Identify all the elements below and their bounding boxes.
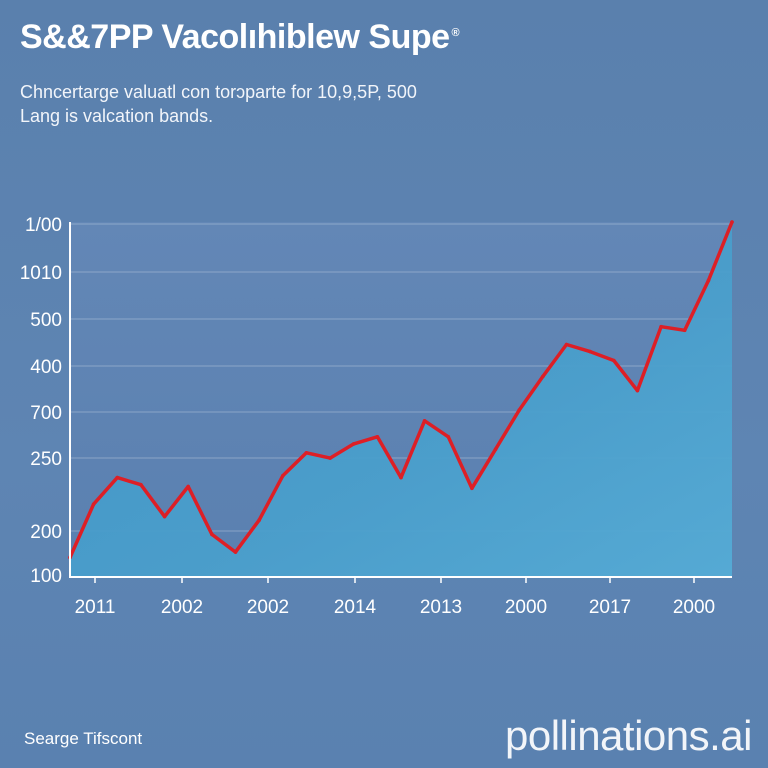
- data-point: [399, 475, 403, 480]
- data-point: [446, 435, 451, 439]
- data-point: [422, 419, 427, 423]
- registered-mark: ®: [451, 26, 460, 39]
- chart-title-text: S&&7PP Vacolıhiblew Supe: [20, 18, 450, 56]
- x-tick-label: 2002: [247, 597, 289, 618]
- data-point: [706, 278, 711, 283]
- chart-subtitle: Chncertarge valuatl con torↄparte for 10…: [20, 80, 417, 128]
- data-point: [588, 349, 592, 354]
- data-point: [730, 220, 734, 224]
- subtitle-line-1: Chncertarge valuatl con torↄparte for 10…: [20, 82, 417, 102]
- data-point: [210, 532, 214, 537]
- data-point: [162, 514, 167, 519]
- x-tick-label: 2011: [75, 597, 116, 618]
- y-tick-label: 200: [30, 522, 62, 543]
- data-point: [659, 324, 663, 329]
- data-point: [375, 435, 380, 439]
- y-tick-label: 700: [30, 403, 62, 424]
- data-points: [68, 220, 734, 560]
- x-tick-label: 2000: [673, 597, 715, 618]
- source-note: Searge Tifscont: [24, 729, 143, 748]
- x-axis-ticks: 2011 2002 2002 2014 2013 2000 2017 2000: [75, 577, 715, 618]
- x-tick-label: 2013: [420, 597, 462, 618]
- data-point: [351, 442, 356, 446]
- y-axis-ticks: 1/00 1010 500 400 700 250 200 100: [20, 215, 62, 587]
- data-point: [186, 484, 190, 489]
- y-tick-label: 1010: [20, 263, 62, 284]
- data-point: [493, 447, 498, 452]
- chart-title: S&&7PP Vacolıhiblew Supe ®: [20, 18, 460, 57]
- data-point: [139, 482, 143, 487]
- watermark: pollinations.ai: [504, 712, 753, 759]
- data-point: [115, 475, 120, 480]
- data-point: [682, 328, 687, 333]
- y-tick-label: 100: [30, 566, 62, 587]
- y-tick-label: 250: [30, 449, 62, 470]
- data-point: [328, 456, 332, 460]
- x-tick-label: 2017: [589, 597, 631, 618]
- y-tick-label: 1/00: [25, 215, 62, 236]
- y-tick-label: 500: [30, 310, 62, 331]
- y-tick-label: 400: [30, 357, 62, 378]
- data-point: [564, 342, 569, 347]
- data-point: [257, 518, 261, 522]
- data-point: [541, 374, 545, 379]
- x-tick-label: 2000: [505, 597, 547, 618]
- data-point: [635, 388, 640, 393]
- subtitle-line-2: Lang is valcation bands.: [20, 106, 214, 126]
- area-fill: [70, 222, 732, 577]
- x-tick-label: 2002: [161, 597, 203, 618]
- data-point: [233, 550, 238, 554]
- x-tick-label: 2014: [334, 597, 377, 618]
- data-point: [91, 502, 96, 507]
- data-point: [517, 408, 521, 412]
- data-point: [281, 474, 285, 478]
- data-point: [612, 358, 616, 363]
- data-point: [470, 486, 474, 491]
- data-point: [304, 451, 309, 455]
